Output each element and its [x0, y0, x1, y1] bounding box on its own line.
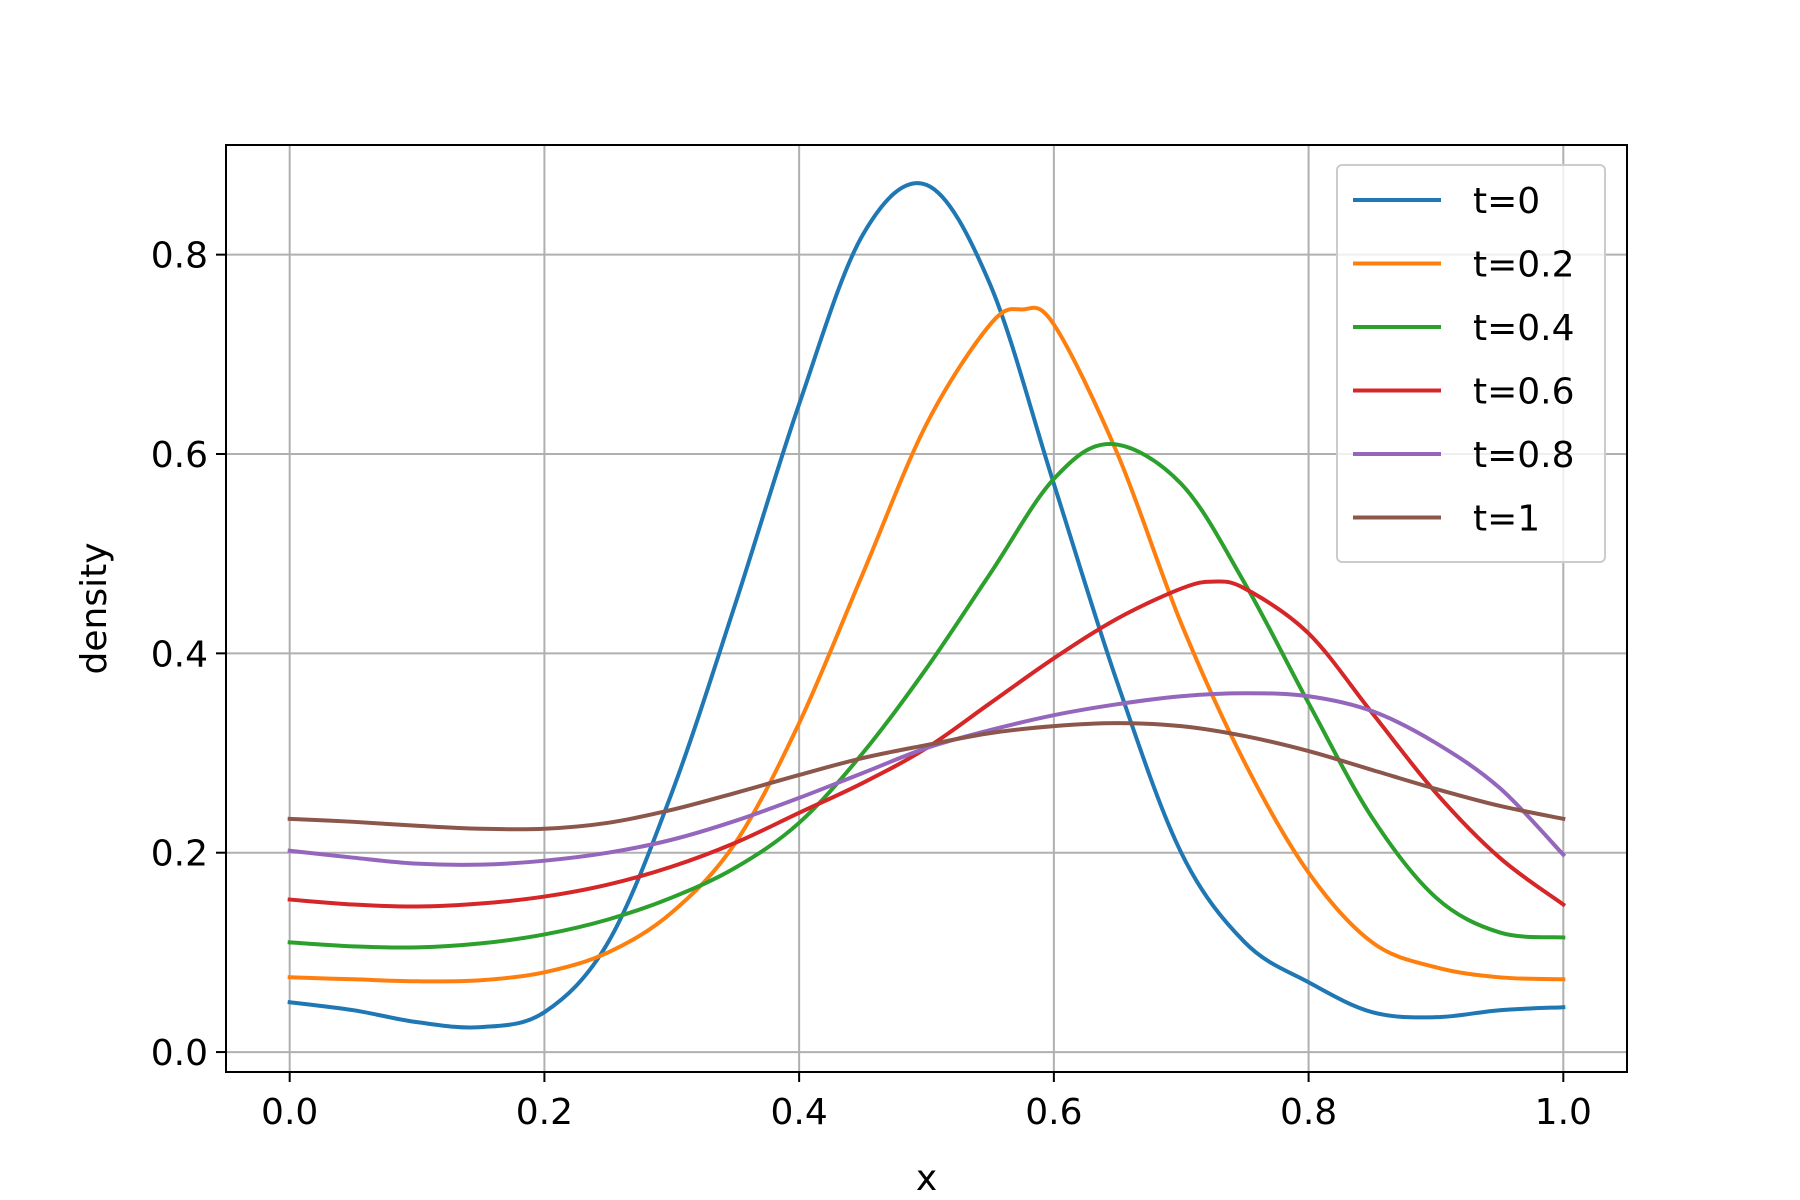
x-tick-label: 0.8: [1280, 1092, 1337, 1133]
y-tick-label: 0.0: [151, 1033, 208, 1074]
y-axis-label: density: [74, 543, 115, 675]
x-tick-label: 0.4: [771, 1092, 828, 1133]
series-line-4: [287, 691, 1567, 867]
legend-box: [1336, 164, 1606, 563]
legend-label: t=1: [1473, 499, 1540, 540]
x-tick-label: 0.0: [261, 1092, 318, 1133]
legend-label: t=0.4: [1473, 308, 1575, 349]
legend-label: t=0.8: [1473, 435, 1575, 476]
x-tick-label: 0.2: [516, 1092, 573, 1133]
y-tick-label: 0.2: [151, 834, 208, 875]
y-tick-label: 0.4: [151, 634, 208, 675]
series-line-3: [287, 579, 1567, 909]
series-line-1: [287, 305, 1566, 984]
y-tick-label: 0.6: [151, 435, 208, 476]
x-tick-label: 1.0: [1535, 1092, 1592, 1133]
legend: t=0 t=0.2 t=0.4 t=0.6 t=0.8 t=1: [1336, 164, 1606, 563]
series-line-2: [287, 442, 1566, 950]
x-axis-label: x: [916, 1158, 937, 1199]
legend-label: t=0: [1473, 181, 1540, 222]
x-tick-label: 0.6: [1025, 1092, 1082, 1133]
series-lines: [287, 181, 1567, 1030]
y-tick-label: 0.8: [151, 236, 208, 277]
legend-label: t=0.6: [1473, 372, 1575, 413]
series-line-0: [287, 181, 1566, 1030]
legend-label: t=0.2: [1473, 245, 1575, 286]
plot-frame: [225, 144, 1628, 1073]
series-line-5: [287, 721, 1566, 832]
axis-ticks: 0.0 0.2 0.4 0.6 0.8 1.0 0.0 0.2 0.4 0.6 0.8: [151, 236, 1592, 1133]
